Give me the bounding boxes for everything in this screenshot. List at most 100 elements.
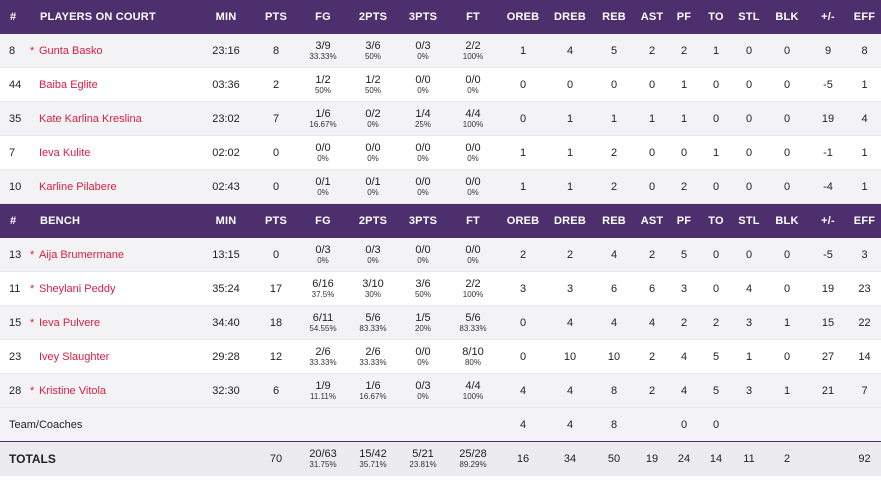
col-header-pts[interactable]: PTS xyxy=(254,0,298,34)
player-name-link[interactable]: Kristine Vitola xyxy=(39,384,107,397)
col-header-2pts[interactable]: 2PTS xyxy=(348,203,398,238)
plus-minus: 19 xyxy=(808,271,848,306)
field-goals: 1/9 11.11% xyxy=(298,373,348,408)
col-header-fg[interactable]: FG xyxy=(298,0,348,34)
free-throws: 4/4 100% xyxy=(448,373,498,408)
col-header-ft[interactable]: FT xyxy=(448,203,498,238)
blocks: 0 xyxy=(766,135,808,170)
col-header-stl[interactable]: STL xyxy=(732,203,766,238)
two-pointers-made-attempted: 0/2 xyxy=(365,107,381,120)
col-header-blk[interactable]: BLK xyxy=(766,0,808,34)
free-throws-percentage: 0% xyxy=(467,153,479,163)
player-name-link[interactable]: Kate Karlina Kreslina xyxy=(39,112,142,125)
col-header-ft[interactable]: FT xyxy=(448,0,498,34)
minutes: 23:02 xyxy=(198,101,254,136)
two-pointers-percentage: 0% xyxy=(367,187,379,197)
player-name-cell: Ivey Slaughter xyxy=(30,339,198,374)
free-throws-made-attempted: 5/6 xyxy=(465,311,481,324)
three-pointers: 0/0 0% xyxy=(398,339,448,374)
player-number: 44 xyxy=(0,67,30,102)
two-pointers-made-attempted: 0/0 xyxy=(365,141,381,154)
team-minutes xyxy=(198,407,254,442)
col-header-plus-minus[interactable]: +/- xyxy=(808,0,848,34)
personal-fouls: 2 xyxy=(668,34,700,68)
free-throws: 2/2 100% xyxy=(448,271,498,306)
player-name-link[interactable]: Aija Brumermane xyxy=(39,248,124,261)
col-header-to[interactable]: TO xyxy=(700,0,732,34)
col-header-reb[interactable]: REB xyxy=(592,203,636,238)
col-header-plus-minus[interactable]: +/- xyxy=(808,203,848,238)
two-pointers-made-attempted: 5/6 xyxy=(365,311,381,324)
team-field-goals xyxy=(298,407,348,442)
efficiency: 4 xyxy=(848,101,881,136)
field-goals: 1/6 16.67% xyxy=(298,101,348,136)
col-header-min[interactable]: MIN xyxy=(198,203,254,238)
minutes: 35:24 xyxy=(198,271,254,306)
player-name-link[interactable]: Ieva Pulvere xyxy=(39,316,101,329)
team-coaches-label: Team/Coaches xyxy=(0,407,198,442)
field-goals-percentage: 37.5% xyxy=(311,289,335,299)
player-number: 10 xyxy=(0,169,30,204)
turnovers: 0 xyxy=(700,101,732,136)
three-pointers-made-attempted: 0/0 xyxy=(415,175,431,188)
col-header-stl[interactable]: STL xyxy=(732,0,766,34)
team-plus-minus xyxy=(808,407,848,442)
col-header-to[interactable]: TO xyxy=(700,203,732,238)
offensive-rebounds: 1 xyxy=(498,34,548,68)
col-header-3pts[interactable]: 3PTS xyxy=(398,203,448,238)
col-header-reb[interactable]: REB xyxy=(592,0,636,34)
col-header-eff[interactable]: EFF xyxy=(848,203,881,238)
plus-minus: -5 xyxy=(808,67,848,102)
three-pointers-percentage: 50% xyxy=(414,289,431,299)
two-pointers-percentage: 0% xyxy=(367,119,379,129)
team-defensive-rebounds: 4 xyxy=(548,407,592,442)
col-header-pf[interactable]: PF xyxy=(668,0,700,34)
three-pointers-made-attempted: 1/5 xyxy=(415,311,431,324)
player-name-link[interactable]: Karline Pilabere xyxy=(39,180,117,193)
col-header-ast[interactable]: AST xyxy=(636,203,668,238)
col-header-pf[interactable]: PF xyxy=(668,203,700,238)
plus-minus: 21 xyxy=(808,373,848,408)
points: 6 xyxy=(254,373,298,408)
col-header-oreb[interactable]: OREB xyxy=(498,203,548,238)
player-name-link[interactable]: Baiba Eglite xyxy=(39,78,98,91)
col-header-ast[interactable]: AST xyxy=(636,0,668,34)
defensive-rebounds: 1 xyxy=(548,169,592,204)
free-throws: 8/10 80% xyxy=(448,339,498,374)
efficiency: 22 xyxy=(848,305,881,340)
col-header-oreb[interactable]: OREB xyxy=(498,0,548,34)
blocks: 1 xyxy=(766,373,808,408)
field-goals-percentage: 50% xyxy=(314,85,331,95)
col-header-pts[interactable]: PTS xyxy=(254,203,298,238)
col-header-eff[interactable]: EFF xyxy=(848,0,881,34)
totals-plus-minus xyxy=(808,441,848,476)
team-three-pointers xyxy=(398,407,448,442)
two-pointers-made-attempted: 2/6 xyxy=(365,345,381,358)
efficiency: 1 xyxy=(848,169,881,204)
three-pointers: 3/6 50% xyxy=(398,271,448,306)
minutes: 13:15 xyxy=(198,238,254,272)
col-header-3pts[interactable]: 3PTS xyxy=(398,0,448,34)
col-header-fg[interactable]: FG xyxy=(298,203,348,238)
offensive-rebounds: 0 xyxy=(498,67,548,102)
assists: 2 xyxy=(636,373,668,408)
free-throws-made-attempted: 0/0 xyxy=(465,141,481,154)
points: 12 xyxy=(254,339,298,374)
col-header-blk[interactable]: BLK xyxy=(766,203,808,238)
col-header-dreb[interactable]: DREB xyxy=(548,0,592,34)
blocks: 0 xyxy=(766,169,808,204)
team-offensive-rebounds: 4 xyxy=(498,407,548,442)
col-header-min[interactable]: MIN xyxy=(198,0,254,34)
col-header-dreb[interactable]: DREB xyxy=(548,203,592,238)
col-header-2pts[interactable]: 2PTS xyxy=(348,0,398,34)
turnovers: 0 xyxy=(700,271,732,306)
player-name-link[interactable]: Sheylani Peddy xyxy=(39,282,116,295)
turnovers: 0 xyxy=(700,67,732,102)
efficiency: 7 xyxy=(848,373,881,408)
free-throws-made-attempted: 4/4 xyxy=(465,107,481,120)
player-name-link[interactable]: Ieva Kulite xyxy=(39,146,91,159)
player-name-link[interactable]: Ivey Slaughter xyxy=(39,350,110,363)
three-pointers-percentage: 0% xyxy=(417,391,429,401)
field-goals-percentage: 0% xyxy=(317,153,329,163)
player-name-link[interactable]: Gunta Basko xyxy=(39,44,103,57)
